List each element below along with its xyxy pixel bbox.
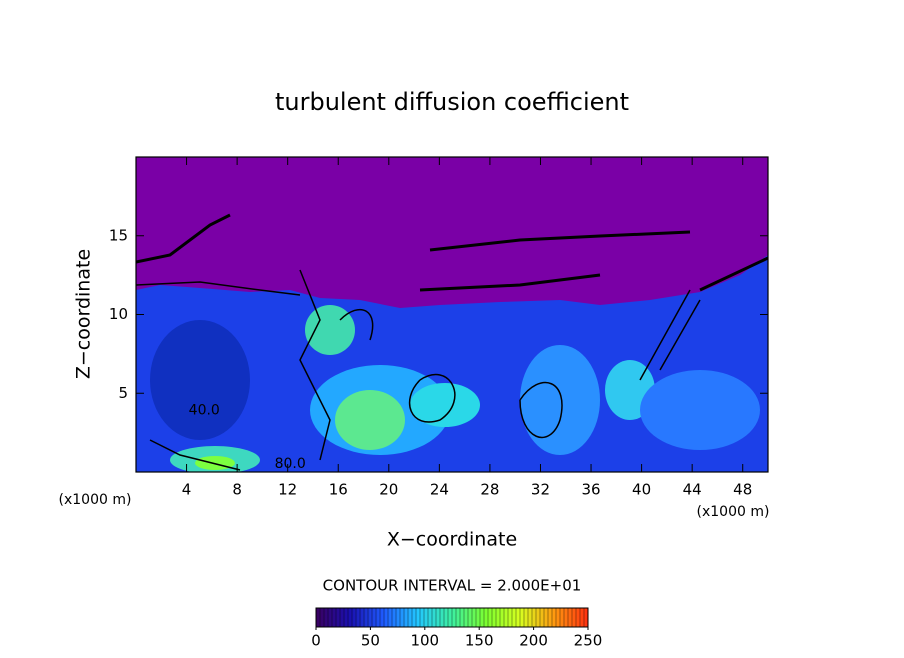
- field-blob: [520, 345, 600, 455]
- field-contour: [136, 269, 701, 471]
- colorbar-tick-label: 150: [465, 632, 494, 650]
- chart-title: turbulent diffusion coefficient: [275, 88, 629, 116]
- colorbar-tick-label: 250: [574, 632, 603, 650]
- x-units: (x1000 m): [59, 492, 132, 508]
- x-tick-label: 36: [581, 481, 600, 499]
- field-blob: [640, 370, 760, 450]
- contour-label: 40.0: [189, 403, 220, 419]
- x-tick-label: 12: [278, 481, 297, 499]
- x-tick-label: 8: [232, 481, 242, 499]
- colorbar-tick-label: 50: [361, 632, 380, 650]
- field-contour: [136, 213, 768, 292]
- colorbar-tick-label: 200: [519, 632, 548, 650]
- field-blob: [305, 305, 355, 355]
- contour-label: 80.0: [275, 456, 306, 472]
- y-axis-label: Z−coordinate: [73, 249, 95, 379]
- x-tick-label: 20: [379, 481, 398, 499]
- y-tick-label: 5: [118, 384, 128, 402]
- x-tick-label: 44: [683, 481, 702, 499]
- colorbar-tick-label: 0: [311, 632, 321, 650]
- y-units: (x1000 m): [697, 504, 770, 520]
- x-tick-label: 28: [480, 481, 499, 499]
- x-axis-label: X−coordinate: [387, 529, 517, 551]
- colorbar-tick-label: 100: [410, 632, 439, 650]
- x-tick-label: 32: [531, 481, 550, 499]
- field-blob: [410, 383, 480, 427]
- field-upper: [136, 157, 768, 308]
- y-tick-label: 15: [109, 226, 128, 244]
- x-tick-label: 4: [182, 481, 192, 499]
- contour-interval: CONTOUR INTERVAL = 2.000E+01: [323, 577, 582, 595]
- x-tick-label: 40: [632, 481, 651, 499]
- field-blob: [150, 320, 250, 440]
- field: [136, 157, 768, 472]
- x-tick-label: 16: [329, 481, 348, 499]
- field-blob: [335, 390, 405, 450]
- x-tick-label: 24: [430, 481, 449, 499]
- y-tick-label: 10: [109, 305, 128, 323]
- x-tick-label: 48: [733, 481, 752, 499]
